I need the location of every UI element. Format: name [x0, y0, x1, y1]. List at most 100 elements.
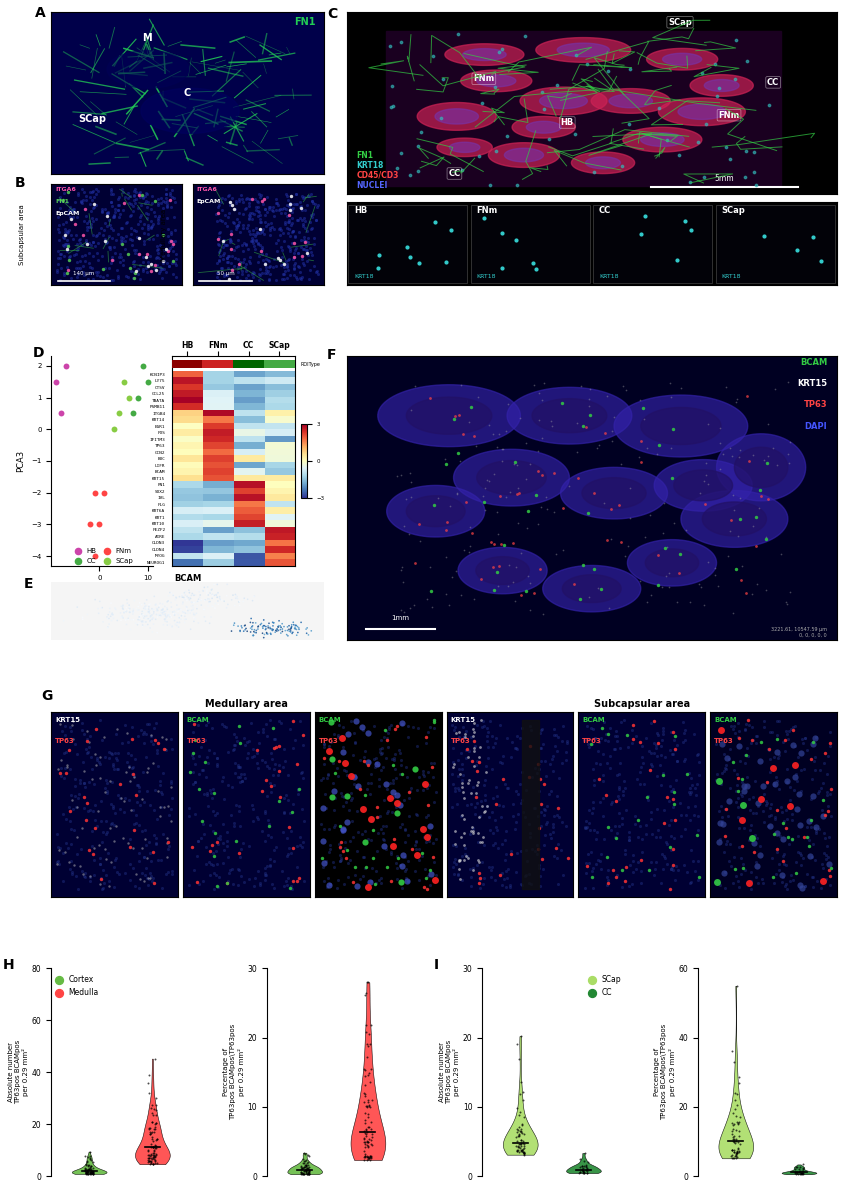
Point [484, 860, 497, 880]
Point [360, 1151, 374, 1170]
Point [211, 592, 224, 611]
Point [184, 596, 198, 616]
Point [119, 602, 133, 622]
Point [187, 605, 200, 624]
Point [636, 409, 650, 428]
Point [100, 204, 113, 223]
Point [124, 745, 137, 764]
Point [490, 503, 503, 522]
Point [746, 730, 759, 749]
Point [780, 880, 793, 899]
Point [190, 599, 204, 618]
Point [61, 234, 75, 253]
Point [416, 877, 430, 896]
Point [517, 808, 531, 827]
Point [61, 182, 75, 202]
Point [88, 236, 102, 256]
Point [733, 570, 746, 589]
Point [386, 774, 399, 793]
Point [301, 232, 315, 251]
Point [265, 613, 279, 632]
Point [162, 257, 176, 276]
Point [238, 190, 252, 209]
Point [280, 846, 293, 865]
Point [53, 187, 67, 206]
Point [205, 835, 218, 854]
Point [201, 589, 215, 608]
Point [150, 247, 164, 266]
Point [208, 824, 222, 844]
Point [113, 774, 126, 793]
Point [131, 601, 144, 620]
Point [361, 752, 374, 772]
Point [328, 788, 341, 808]
Point [462, 742, 476, 761]
Point [232, 254, 246, 274]
Point [53, 199, 67, 218]
Point [125, 718, 139, 737]
Point [538, 488, 552, 508]
Point [149, 834, 163, 853]
Point [422, 558, 436, 577]
Point [580, 817, 594, 836]
Point [124, 838, 137, 857]
Point [80, 217, 94, 236]
Point [365, 821, 379, 840]
Point [454, 827, 467, 846]
Point [531, 781, 545, 800]
Point [98, 259, 112, 278]
Point [533, 803, 547, 822]
Text: E: E [24, 577, 33, 590]
Point [470, 775, 484, 794]
Point [61, 838, 75, 857]
Point [136, 612, 149, 631]
Text: TP63: TP63 [55, 738, 75, 744]
Point [264, 625, 277, 644]
Point [224, 805, 238, 824]
Point [187, 593, 200, 612]
Point [121, 184, 135, 203]
Point [753, 790, 767, 809]
Point [94, 875, 107, 894]
Point [477, 493, 490, 512]
Point [95, 246, 108, 265]
Point [728, 781, 742, 800]
Point [136, 762, 150, 781]
Point [257, 628, 270, 647]
Point [107, 208, 120, 227]
Point [61, 242, 74, 262]
Point [386, 770, 399, 790]
Point [601, 870, 614, 889]
Point [128, 180, 142, 199]
Point [582, 379, 595, 398]
Point [403, 598, 416, 617]
Point [635, 829, 648, 848]
Point [536, 734, 549, 754]
Point [512, 1105, 525, 1124]
Point [246, 799, 259, 818]
Point [140, 590, 154, 610]
Point [84, 822, 98, 841]
Point [763, 722, 776, 742]
Point [720, 546, 734, 565]
Point [139, 182, 153, 202]
Point [398, 821, 412, 840]
Point [232, 593, 246, 612]
Point [386, 836, 400, 856]
Point [278, 262, 292, 281]
Point [738, 142, 751, 161]
Point [615, 815, 629, 834]
Point [386, 829, 400, 848]
Point [243, 224, 257, 244]
Point [515, 1090, 529, 1109]
Polygon shape [701, 502, 766, 536]
Point [316, 820, 330, 839]
Text: H: H [3, 958, 15, 972]
Point [363, 872, 377, 892]
Point [143, 618, 157, 637]
Point [792, 784, 805, 803]
Point [249, 218, 263, 238]
Point [85, 269, 99, 288]
Point [163, 614, 177, 634]
Point [760, 446, 774, 466]
